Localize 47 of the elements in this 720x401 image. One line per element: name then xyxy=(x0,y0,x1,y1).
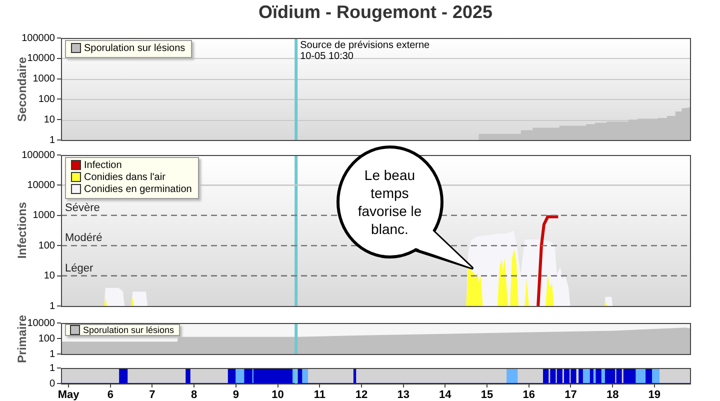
x-tick-label: 9 xyxy=(232,389,239,401)
y-tick-label: 100 xyxy=(38,240,56,252)
legend-label: Conidies dans l'air xyxy=(83,172,166,184)
y-tick-label: 100000 xyxy=(22,150,56,161)
x-tick-label: 19 xyxy=(648,389,661,401)
y-tick-label: 100 xyxy=(38,333,56,344)
x-tick-label: 13 xyxy=(397,389,410,401)
y-tick-label: 10000 xyxy=(27,53,56,64)
x-tick-label: 7 xyxy=(149,389,156,401)
y-tick-label: 10000 xyxy=(27,180,56,191)
annotation: Le beau temps favorise le blanc. xyxy=(356,166,423,238)
ref-line-label: Léger xyxy=(65,262,94,274)
chart-title: Oïdium - Rougemont - 2025 xyxy=(257,2,494,23)
ref-line-label: Source de prévisions externe xyxy=(300,40,430,51)
legend-label: Conidies en germination xyxy=(83,184,192,196)
y-tick-label: 1 xyxy=(49,362,56,374)
annotation: 10-05 10:30 xyxy=(300,50,354,62)
y-axis-title: Secondaire xyxy=(15,56,29,122)
y-tick-label: 1000 xyxy=(32,210,56,222)
y-tick-label: 1 xyxy=(49,348,56,360)
y-tick-label: 1 xyxy=(49,300,56,312)
x-tick-label: 10 xyxy=(272,389,284,401)
ref-line-label: Modéré xyxy=(65,232,102,244)
x-tick-label: 12 xyxy=(355,389,368,401)
y-tick-label: 10000 xyxy=(27,318,56,329)
y-tick-label: 100000 xyxy=(22,32,56,44)
legend-label: Sporulation sur lésions xyxy=(82,325,174,335)
y-tick-label: 100 xyxy=(38,94,56,105)
x-tick-label: 17 xyxy=(564,389,577,401)
y-tick-label: 1 xyxy=(49,134,56,146)
x-tick-label: 14 xyxy=(439,389,452,401)
y-tick-label: 1000 xyxy=(32,74,56,85)
x-tick-label: May xyxy=(58,389,80,401)
x-tick-label: 6 xyxy=(107,389,114,401)
y-tick-label: 10 xyxy=(44,114,56,126)
x-tick-label: 16 xyxy=(522,389,536,401)
legend-label: Sporulation sur lésions xyxy=(83,43,186,55)
y-axis-title: Infections xyxy=(15,202,29,259)
ref-line-label: Sévère xyxy=(65,202,100,214)
y-tick-label: 10 xyxy=(44,270,56,282)
x-tick-label: 11 xyxy=(314,389,326,401)
x-tick-label: 18 xyxy=(606,389,619,401)
x-tick-label: 15 xyxy=(480,389,494,401)
x-tick-label: 8 xyxy=(191,389,198,401)
y-axis-title: Primaire xyxy=(15,314,29,363)
y-tick-label: 0 xyxy=(49,378,56,390)
legend-label: Infection xyxy=(83,160,123,172)
